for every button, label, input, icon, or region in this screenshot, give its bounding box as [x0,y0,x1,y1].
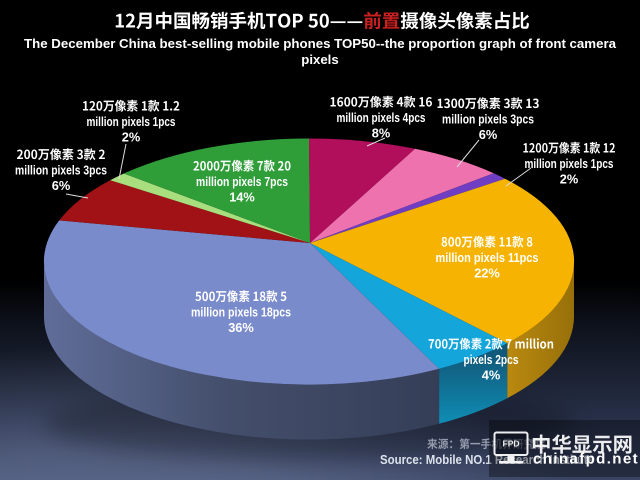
svg-text:22%: 22% [474,266,500,281]
svg-text:million pixels 4pcs: million pixels 4pcs [337,111,426,125]
svg-text:8%: 8% [372,126,391,141]
svg-text:2%: 2% [122,130,141,145]
svg-text:million pixels 1pcs: million pixels 1pcs [87,115,176,129]
svg-text:14%: 14% [229,190,255,205]
svg-text:6%: 6% [52,178,71,193]
svg-text:2%: 2% [560,172,579,187]
svg-text:pixels: pixels [301,52,338,67]
svg-text:4%: 4% [482,368,501,383]
svg-text:million pixels 18pcs: million pixels 18pcs [191,306,291,320]
svg-text:million pixels 3pcs: million pixels 3pcs [442,113,534,127]
svg-text:chinafpd.net: chinafpd.net [533,452,639,468]
svg-text:million pixels 11pcs: million pixels 11pcs [436,251,539,265]
svg-text:Source: Mobile NO.1 Research I: Source: Mobile NO.1 Research Institute [380,452,594,467]
svg-text:FPD: FPD [503,439,520,449]
svg-text:The December China best-sellin: The December China best-selling mobile p… [24,36,617,51]
svg-text:million pixels 3pcs: million pixels 3pcs [15,164,107,178]
svg-text:pixels 2pcs: pixels 2pcs [464,353,519,367]
svg-text:million pixels 7pcs: million pixels 7pcs [196,175,288,189]
svg-text:36%: 36% [228,320,254,335]
svg-text:million pixels 1pcs: million pixels 1pcs [525,157,614,171]
svg-text:6%: 6% [479,127,498,142]
